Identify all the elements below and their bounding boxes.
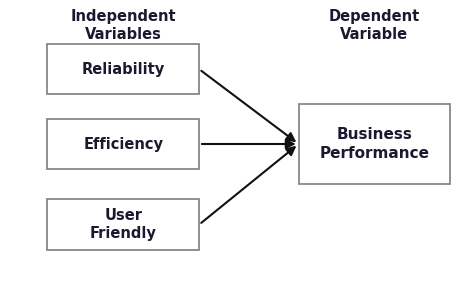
Bar	[47, 119, 199, 169]
Bar	[47, 44, 199, 94]
Bar	[299, 104, 450, 184]
Text: Dependent
Variable: Dependent Variable	[329, 9, 420, 42]
Bar	[47, 199, 199, 250]
Text: User
Friendly: User Friendly	[90, 208, 157, 241]
Text: Business
Performance: Business Performance	[319, 127, 429, 161]
Text: Efficiency: Efficiency	[83, 137, 163, 151]
Text: Independent
Variables: Independent Variables	[71, 9, 176, 42]
Text: Reliability: Reliability	[82, 62, 165, 77]
